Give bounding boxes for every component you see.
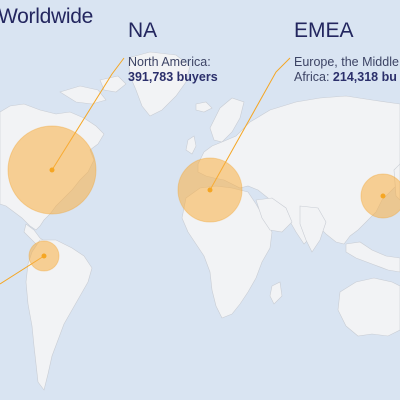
emea-center-dot [207,187,213,193]
emea-leader-line [209,57,291,191]
emea-description-line2: Africa: 214,318 bu [294,70,399,85]
arabia-landmass [255,197,293,233]
na-region-name: NA [128,19,158,42]
south-america-landmass [25,239,93,391]
arctic-islands-landmass [59,85,107,105]
madagascar-landmass [269,281,283,305]
latam-center-dot [41,253,47,259]
emea-description-line1: Europe, the Middle [294,55,399,69]
na-buyers-count: 391,783 buyers [128,70,218,84]
southeast-asia-landmass [345,241,400,273]
australia-landmass [337,277,400,337]
arctic-island-2-landmass [99,75,127,93]
map-title: Worldwide [0,5,93,28]
apac-center-dot [380,193,386,199]
emea-region-description: Europe, the Middle Africa: 214,318 bu [294,55,399,85]
na-region-description: North America: 391,783 buyers [128,55,218,85]
na-description-label: North America: [128,55,211,69]
scandinavia-landmass [209,97,245,143]
greenland-landmass [127,51,191,117]
iceland-landmass [195,101,213,113]
uk-landmass [185,135,197,155]
emea-region-name: EMEA [294,19,354,42]
emea-description-prefix: Africa: [294,70,330,84]
na-center-dot [49,167,55,173]
india-landmass [299,205,327,253]
emea-buyers-count: 214,318 bu [332,70,397,84]
